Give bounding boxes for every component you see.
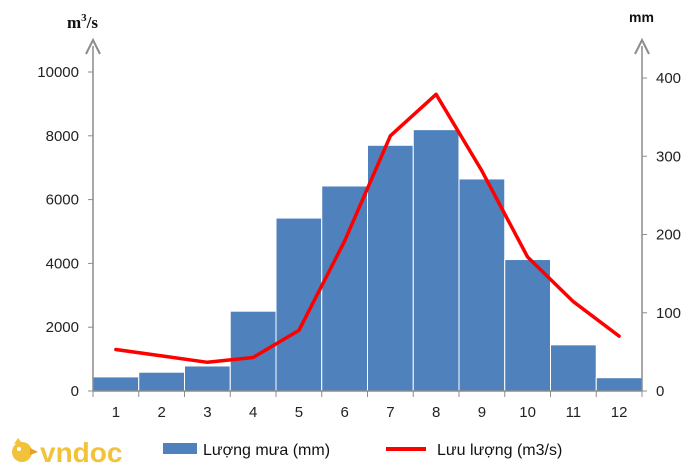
vndoc-logo: vndoc (12, 437, 122, 468)
right-axis-unit: mm (629, 9, 654, 25)
rainfall-bar-10 (504, 259, 551, 392)
left-tick-label-6000: 6000 (46, 192, 79, 209)
discharge-line (114, 92, 621, 365)
discharge-line-layer (114, 92, 621, 365)
left-tick-label-8000: 8000 (46, 128, 79, 145)
x-tick-label-2: 2 (157, 404, 165, 421)
left-axis-unit: m3/s (67, 12, 98, 32)
rainfall-bar-12 (595, 377, 643, 392)
x-tick-label-4: 4 (249, 404, 257, 421)
discharge-point-5 (297, 328, 301, 332)
rainfall-bar-5 (275, 217, 323, 392)
x-tick-label-1: 1 (112, 404, 120, 421)
rainfall-bar-3 (184, 365, 231, 392)
rainfall-bar-1 (92, 376, 140, 392)
legend-label-discharge: Lưu lượng (m3/s) (437, 442, 562, 459)
left-tick-label-4000: 4000 (46, 255, 79, 272)
rainfall-bar-8 (412, 129, 460, 392)
x-tick-label-5: 5 (295, 404, 303, 421)
rainfall-bar-9 (458, 178, 506, 392)
x-tick-label-6: 6 (340, 404, 348, 421)
discharge-point-9 (480, 169, 484, 173)
right-tick-label-200: 200 (656, 227, 681, 244)
x-tick-label-9: 9 (478, 404, 486, 421)
x-tick-label-10: 10 (519, 404, 536, 421)
rainfall-bar-6 (321, 185, 368, 392)
left-axis-arrow-icon (85, 37, 101, 55)
right-axis-arrow-icon (634, 37, 650, 55)
discharge-point-8 (434, 92, 438, 96)
left-tick-label-2000: 2000 (46, 319, 79, 336)
bird-mascot-icon (12, 438, 38, 462)
x-tick-label-7: 7 (386, 404, 394, 421)
right-tick-label-0: 0 (656, 383, 664, 400)
x-tick-label-3: 3 (203, 404, 211, 421)
rainfall-bar-4 (229, 310, 277, 392)
rainfall-bar-11 (550, 344, 597, 392)
right-tick-label-100: 100 (656, 305, 681, 322)
discharge-point-10 (526, 255, 530, 259)
discharge-point-3 (205, 360, 209, 364)
rainfall-bar-7 (367, 144, 414, 392)
legend-swatch-rainfall (163, 443, 197, 454)
rainfall-bar-2 (138, 371, 185, 392)
left-tick-label-0: 0 (71, 383, 79, 400)
legend: Lượng mưa (mm) Lưu lượng (m3/s) (163, 442, 562, 459)
axes (85, 37, 650, 397)
right-tick-label-300: 300 (656, 148, 681, 165)
discharge-point-11 (571, 300, 575, 304)
logo-text: vndoc (40, 437, 122, 468)
right-tick-label-400: 400 (656, 70, 681, 87)
x-tick-label-8: 8 (432, 404, 440, 421)
left-tick-label-10000: 10000 (37, 64, 79, 81)
legend-label-rainfall: Lượng mưa (mm) (203, 442, 330, 459)
discharge-point-12 (617, 334, 621, 338)
x-tick-label-12: 12 (611, 404, 628, 421)
rainfall-bars (92, 129, 643, 392)
discharge-point-4 (251, 356, 255, 360)
x-tick-label-11: 11 (566, 404, 582, 421)
discharge-point-1 (114, 348, 118, 352)
discharge-point-7 (388, 134, 392, 138)
discharge-point-6 (343, 239, 347, 243)
discharge-point-2 (160, 354, 164, 358)
